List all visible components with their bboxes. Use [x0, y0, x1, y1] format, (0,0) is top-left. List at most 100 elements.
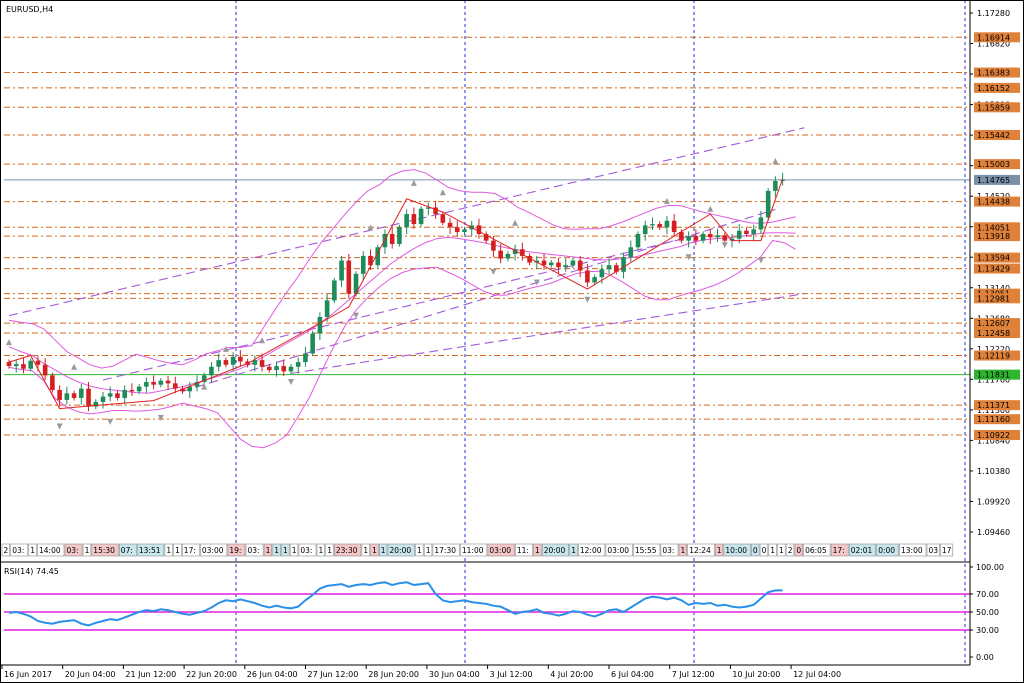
- event-tag: 2: [785, 543, 795, 557]
- level-tag-box: [974, 293, 1020, 304]
- fractal-arrow-icon: [757, 257, 764, 264]
- event-tag: 1: [533, 543, 542, 557]
- candle-body: [223, 360, 229, 365]
- fractal-arrow-icon: [71, 363, 78, 370]
- event-tag-box: [173, 543, 182, 557]
- candle-body: [165, 380, 171, 384]
- candle-body: [512, 249, 518, 254]
- event-tag-text: 07:: [121, 546, 133, 555]
- level-tag: 1.15442: [974, 129, 1020, 140]
- event-tag-box: [10, 543, 29, 557]
- price-tick-label: 1.16820: [977, 40, 1010, 49]
- candle-body: [570, 260, 576, 266]
- candle-bearish: [223, 357, 229, 368]
- time-axis: 16 Jun 2017 20 Jun 04:00 21 Jun 12:00 22 Ju…: [1, 665, 841, 679]
- event-tag: 03:: [298, 543, 317, 557]
- price-tick-label: 1.11760: [977, 375, 1010, 384]
- event-tag-box: [289, 543, 299, 557]
- event-tag-text: 12:00: [580, 546, 602, 555]
- level-tag-box: [974, 231, 1020, 242]
- candle-bullish: [107, 386, 113, 402]
- level-tag-box: [974, 159, 1020, 170]
- candle-body: [440, 214, 446, 223]
- candle-bullish: [288, 364, 294, 375]
- current-price-tag-text: 1.14765: [977, 176, 1010, 185]
- candle-bullish: [563, 258, 569, 272]
- candle-body: [295, 362, 301, 367]
- candle-body: [577, 260, 583, 271]
- level-tag-text: 1.15859: [977, 103, 1010, 112]
- candle-bearish: [585, 263, 590, 288]
- event-tag-text: 1: [770, 546, 775, 555]
- event-tag-box: [1, 543, 10, 557]
- event-tag-text: 1: [779, 546, 784, 555]
- event-tag: 1: [164, 543, 173, 557]
- candle-bullish: [360, 251, 366, 281]
- candle-bearish: [6, 359, 12, 369]
- event-tag-box: [164, 543, 173, 557]
- event-tag: 1: [82, 543, 92, 557]
- event-tag-text: 1: [681, 546, 686, 555]
- event-tag-text: 03:: [662, 546, 674, 555]
- candle-body: [527, 255, 532, 263]
- candle-bullish: [505, 251, 511, 262]
- support-tag-text: 1.11831: [977, 371, 1010, 380]
- event-tag: 1: [272, 543, 281, 557]
- zigzag: [8, 178, 784, 410]
- event-tag: 15:30: [91, 543, 119, 557]
- candle-body: [693, 235, 699, 241]
- candle-body: [353, 273, 359, 294]
- level-tag-text: 1.13594: [977, 254, 1010, 263]
- candle-bearish: [259, 353, 265, 372]
- fractal-arrow-icon: [6, 339, 12, 346]
- event-tag-text: 1: [717, 546, 722, 555]
- candle-body: [722, 235, 728, 241]
- candle-body: [324, 300, 330, 317]
- event-tag-text: 15:30: [93, 546, 115, 555]
- event-tag-box: [137, 543, 165, 557]
- candle-body: [556, 262, 561, 268]
- level-tag-text: 1.14051: [977, 223, 1010, 232]
- level-tag-text: 1.15442: [977, 131, 1010, 140]
- rsi-line: [8, 581, 783, 627]
- event-tag: 2: [1, 543, 10, 557]
- candle-body: [729, 238, 735, 241]
- candle-bullish: [606, 258, 612, 274]
- level-tag-text: 1.12607: [977, 319, 1010, 328]
- candle-bearish: [527, 253, 532, 266]
- candle-body: [6, 362, 12, 367]
- candle-bearish: [556, 257, 561, 274]
- event-tag-box: [64, 543, 83, 557]
- event-tag-box: [460, 543, 488, 557]
- event-tag-box: [361, 543, 370, 557]
- event-tag: 17: [940, 543, 954, 557]
- event-tag-box: [378, 543, 388, 557]
- level-tag: 1.11371: [974, 400, 1020, 411]
- candle-body: [744, 230, 749, 235]
- rsi-axis-tick-label: 0.00: [976, 653, 994, 662]
- event-tag-box: [541, 543, 570, 557]
- candle-body: [35, 360, 41, 365]
- candle-bearish: [389, 227, 395, 249]
- candle-body: [42, 364, 48, 376]
- candle-bullish: [621, 252, 626, 279]
- bollinger-bands: [8, 169, 796, 449]
- candle-body: [79, 388, 84, 398]
- fractal-arrow-icon: [56, 423, 63, 430]
- candle-body: [418, 208, 424, 225]
- fractal-arrow-icon: [367, 224, 374, 231]
- candle-bullish: [628, 240, 634, 262]
- time-tick-label: 12 Jul 04:00: [793, 670, 841, 679]
- event-tag-box: [751, 543, 760, 557]
- event-tag: 14:00: [37, 543, 65, 557]
- event-tag: 1: [415, 543, 424, 557]
- level-tag-text: 1.16152: [977, 84, 1010, 93]
- candle-body: [751, 229, 756, 235]
- event-tag-box: [272, 543, 281, 557]
- candle-body: [201, 375, 207, 383]
- event-tag-text: 1: [319, 546, 324, 555]
- event-tag: 1: [777, 543, 786, 557]
- event-tag-text: 2: [788, 546, 793, 555]
- event-tag-box: [182, 543, 200, 557]
